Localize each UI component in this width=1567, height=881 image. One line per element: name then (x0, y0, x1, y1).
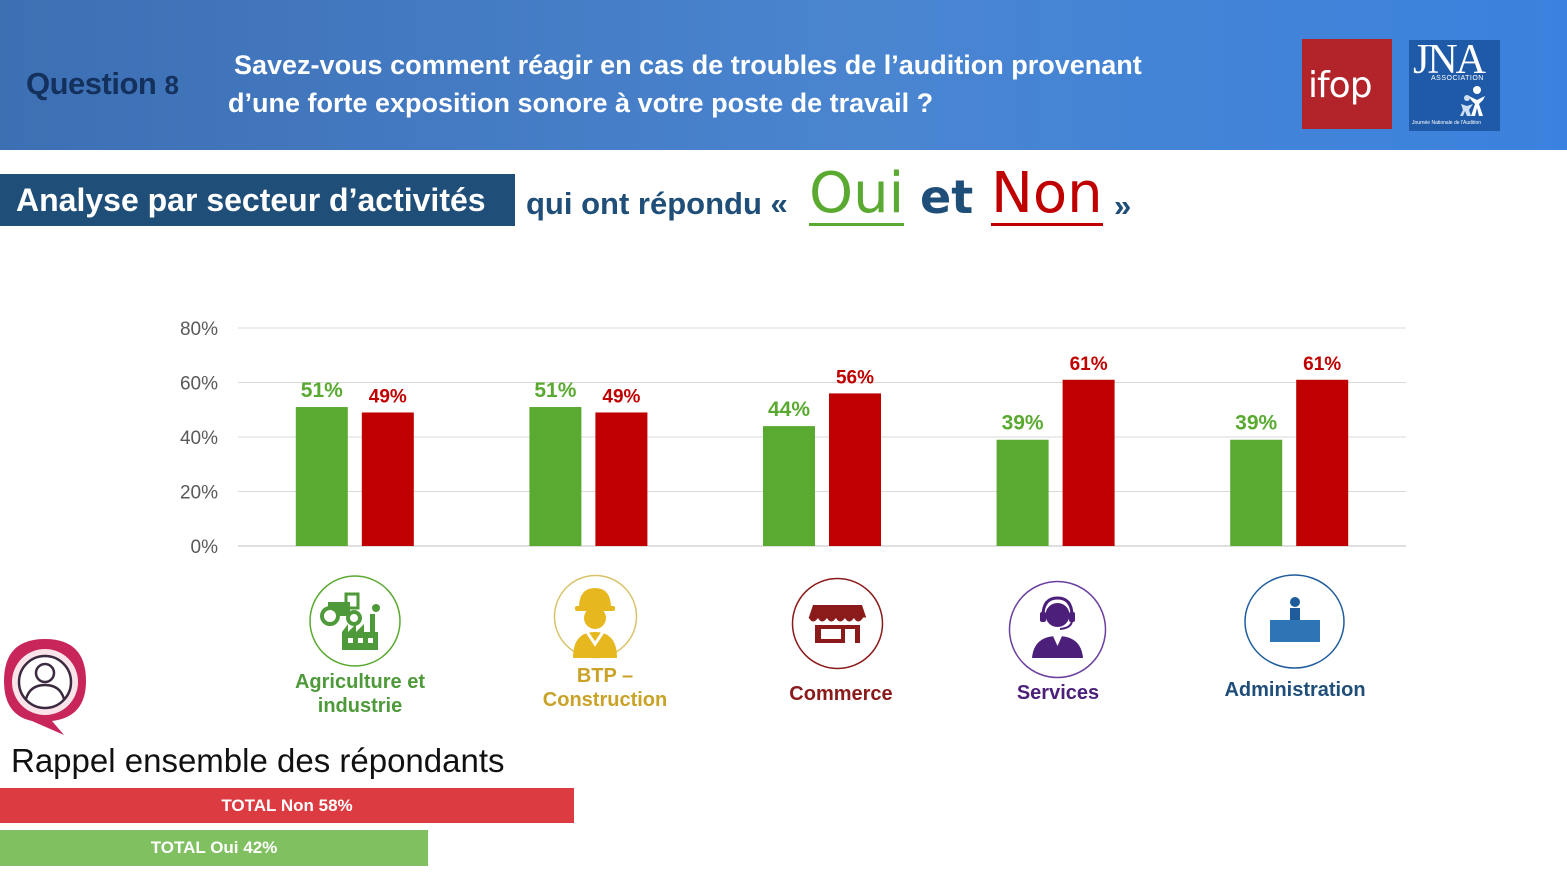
tractor-factory-icon (309, 575, 401, 667)
sector-label-btp-line2: Construction (542, 689, 668, 711)
bar-non (595, 412, 648, 546)
bar-oui (1230, 439, 1283, 546)
ifop-logo: ifop (1302, 39, 1392, 129)
header-banner: Question 8 Savez-vous comment réagir en … (0, 0, 1567, 150)
jna-logo-footer: Journée Nationale de l'Audition (1412, 120, 1482, 126)
data-label-non: 56% (836, 367, 874, 388)
data-label-oui: 51% (301, 379, 343, 402)
jna-logo-text: JNA (1413, 40, 1486, 83)
data-label-oui: 39% (1002, 412, 1044, 435)
subtitle-rest-text: qui ont répondu « (526, 186, 788, 221)
sector-label-agriculture-line1: Agriculture et (294, 671, 426, 693)
subtitle-et-word: et (920, 170, 974, 224)
bar-oui (529, 407, 582, 546)
jna-logo-association: ASSOCIATION (1431, 75, 1484, 82)
total-oui-bar: TOTAL Oui 42% (0, 830, 428, 866)
shop-icon (791, 577, 884, 670)
data-label-non: 61% (1070, 354, 1108, 375)
question-word: Question (26, 66, 157, 101)
y-tick-label: 80% (180, 319, 218, 340)
question-number: 8 (164, 70, 179, 100)
total-non-label: TOTAL Non 58% (221, 796, 353, 815)
data-label-oui: 51% (534, 379, 576, 402)
bar-oui (295, 407, 348, 546)
bar-non (1296, 379, 1349, 546)
construction-worker-icon (553, 574, 638, 659)
question-label: Question 8 (26, 66, 179, 102)
jna-logo: JNA ASSOCIATION Journée Nationale de l'A… (1409, 40, 1500, 131)
sector-label-services-line1: Services (1016, 682, 1100, 704)
sector-label-agriculture-line2: industrie (317, 695, 403, 717)
y-tick-label: 60% (180, 374, 218, 395)
ifop-logo-text: ifop (1308, 65, 1373, 106)
person-bubble-icon (4, 639, 86, 735)
sector-label-administration: Administration (1195, 678, 1395, 702)
y-tick-label: 40% (180, 428, 218, 449)
data-label-non: 49% (369, 386, 407, 407)
recap-title: Rappel ensemble des répondants (11, 742, 505, 779)
total-non-bar: TOTAL Non 58% (0, 788, 574, 823)
bar-non (361, 412, 414, 546)
y-tick-label: 20% (180, 483, 218, 504)
data-label-oui: 44% (768, 398, 810, 421)
sector-label-commerce: Commerce (751, 682, 931, 706)
bar-non (829, 393, 881, 546)
subtitle-non-word: Non (991, 161, 1103, 226)
sector-label-commerce-line1: Commerce (789, 683, 893, 705)
y-tick-label: 0% (191, 537, 219, 558)
subtitle-close-quote: » (1114, 188, 1132, 223)
sector-label-services: Services (968, 681, 1148, 705)
sector-label-btp-line1: BTP – (576, 665, 634, 687)
sector-label-administration-line1: Administration (1224, 679, 1366, 701)
question-line-1: Savez-vous comment réagir en cas de trou… (234, 50, 1142, 80)
sector-label-agriculture: Agriculture et industrie (270, 670, 450, 718)
data-label-oui: 39% (1235, 412, 1277, 435)
bar-oui (763, 426, 815, 546)
sector-label-btp: BTP – Construction (515, 664, 695, 712)
bar-oui (996, 439, 1049, 546)
subtitle-oui-word: Oui (809, 161, 905, 226)
jna-people-icon (1460, 86, 1485, 116)
subtitle-box: Analyse par secteur d’activités (0, 174, 515, 226)
data-label-non: 61% (1303, 354, 1341, 375)
total-oui-label: TOTAL Oui 42% (150, 838, 278, 857)
data-label-non: 49% (602, 386, 640, 407)
question-text: Savez-vous comment réagir en cas de trou… (228, 46, 1188, 122)
subtitle-box-text: Analyse par secteur d’activités (16, 182, 486, 218)
bar-non (1062, 379, 1115, 546)
question-line-2: d’une forte exposition sonore à votre po… (228, 88, 934, 118)
headset-operator-icon (1008, 580, 1107, 679)
office-desk-icon (1244, 574, 1345, 669)
